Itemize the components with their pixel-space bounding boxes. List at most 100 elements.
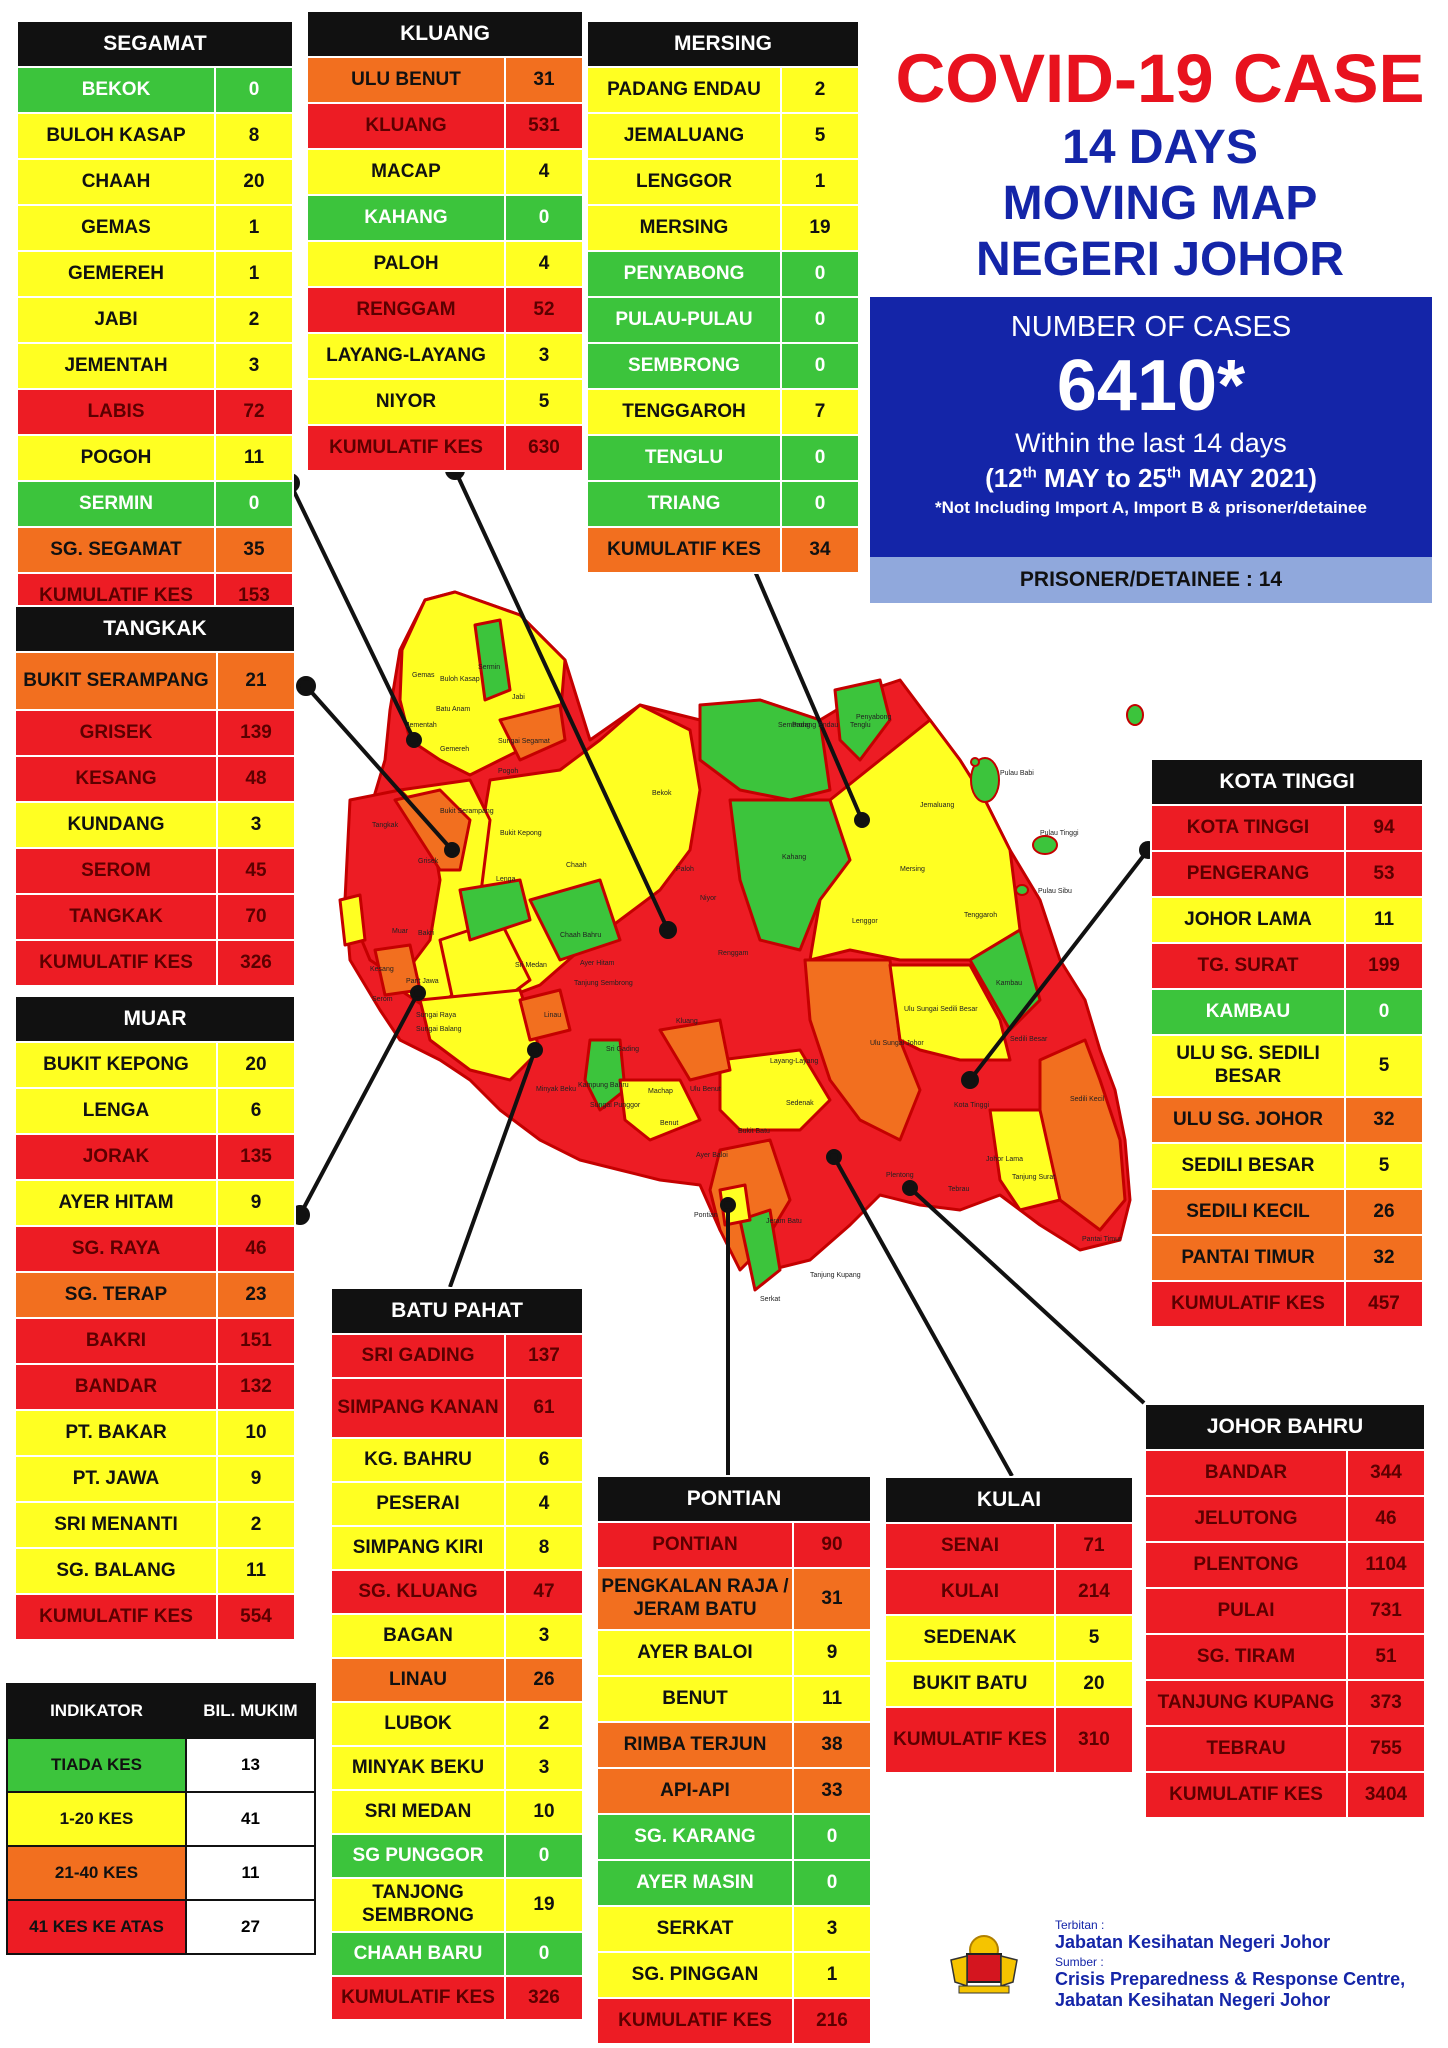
mukim-name: TANGKAK	[14, 893, 218, 941]
case-count: 630	[504, 424, 584, 472]
table-header-row: MERSING	[586, 20, 860, 68]
table-row: TANJONG SEMBRONG 19	[330, 1877, 584, 1933]
case-count: 137	[504, 1333, 584, 1379]
map-label: Kahang	[782, 854, 807, 861]
case-count: 1	[214, 204, 294, 252]
table-row: KG. BAHRU 6	[330, 1437, 584, 1483]
summary-within: Within the last 14 days	[1015, 428, 1287, 458]
table-row: LUBOK 2	[330, 1701, 584, 1747]
mukim-name: PESERAI	[330, 1481, 506, 1527]
map-label: Ayer Hitam	[580, 960, 615, 967]
case-count: 6	[504, 1437, 584, 1483]
case-count: 19	[780, 204, 860, 252]
table-header-row: MUAR	[14, 995, 296, 1043]
mukim-name: KUMULATIF KES	[14, 1593, 218, 1641]
table-row: SERMIN 0	[16, 480, 294, 528]
mukim-name: PULAI	[1144, 1587, 1348, 1635]
mukim-name: BUKIT SERAMPANG	[14, 651, 218, 711]
table-row: PESERAI 4	[330, 1481, 584, 1527]
map-label: Batu Anam	[436, 706, 471, 713]
case-count: 531	[504, 102, 584, 150]
table-row: SG. KLUANG 47	[330, 1569, 584, 1615]
table-row: GEMEREH 1	[16, 250, 294, 298]
table-muar: MUAR BUKIT KEPONG 20 LENGA 6 JORAK 135 AYER HIT…	[14, 995, 296, 1641]
mukim-name: LUBOK	[330, 1701, 506, 1747]
legend-row: TIADA KES 13	[6, 1737, 316, 1793]
case-count: 3	[214, 342, 294, 390]
mukim-name: KULAI	[884, 1568, 1056, 1616]
table-row: SG. KARANG 0	[596, 1813, 872, 1861]
case-count: 0	[214, 66, 294, 114]
case-count: 326	[504, 1975, 584, 2021]
map-label: Sungai Segamat	[498, 738, 550, 745]
table-row: KOTA TINGGI 94	[1150, 804, 1424, 852]
table-segamat: SEGAMAT BEKOK 0 BULOH KASAP 8 CHAAH 20 GEMAS 1 GE…	[16, 20, 294, 620]
case-count: 32	[1344, 1234, 1424, 1282]
mukim-name: JEMENTAH	[16, 342, 216, 390]
range-mid: MAY to 25	[1036, 463, 1167, 493]
map-label: Bukit Serampang	[440, 808, 494, 815]
table-row: SIMPANG KANAN 61	[330, 1377, 584, 1439]
table-row: TRIANG 0	[586, 480, 860, 528]
case-count: 344	[1346, 1449, 1426, 1497]
table-row: BANDAR 132	[14, 1363, 296, 1411]
case-count: 20	[216, 1041, 296, 1089]
map-label: Jemaluang	[920, 802, 955, 809]
mukim-name: LINAU	[330, 1657, 506, 1703]
case-count: 151	[216, 1317, 296, 1365]
case-count: 11	[216, 1547, 296, 1595]
mukim-name: JOHOR LAMA	[1150, 896, 1346, 944]
case-count: 0	[504, 194, 584, 242]
map-label: Mersing	[900, 866, 925, 873]
case-count: 4	[504, 1481, 584, 1527]
case-count: 1	[214, 250, 294, 298]
map-label: Jeram Batu	[766, 1218, 802, 1225]
table-row: KUMULATIF KES 3404	[1144, 1771, 1426, 1819]
case-count: 0	[504, 1833, 584, 1879]
legend-count: 11	[185, 1845, 316, 1901]
range-sup-1: th	[1022, 464, 1037, 482]
table-header-row: JOHOR BAHRU	[1144, 1403, 1426, 1451]
summary-range: (12th MAY to 25th MAY 2021)	[870, 463, 1432, 494]
case-count: 71	[1054, 1522, 1134, 1570]
case-count: 19	[504, 1877, 584, 1933]
mukim-name: MINYAK BEKU	[330, 1745, 506, 1791]
case-count: 52	[504, 286, 584, 334]
table-row: CHAAH 20	[16, 158, 294, 206]
table-row: BUKIT BATU 20	[884, 1660, 1134, 1708]
table-row: JELUTONG 46	[1144, 1495, 1426, 1543]
map-label: Kesang	[370, 966, 394, 973]
terbitan-label: Terbitan :	[1055, 1918, 1105, 1932]
mukim-name: SRI MENANTI	[14, 1501, 218, 1549]
table-row: NIYOR 5	[306, 378, 584, 426]
district-name: KULAI	[884, 1476, 1134, 1524]
table-header-row: BATU PAHAT	[330, 1287, 584, 1335]
map-label: Benut	[660, 1120, 679, 1127]
mukim-name: AYER BALOI	[596, 1629, 794, 1677]
table-row: LABIS 72	[16, 388, 294, 436]
case-count: 7	[780, 388, 860, 436]
map-label: Bakri	[418, 930, 434, 937]
table-row: PENGKALAN RAJA / JERAM BATU 31	[596, 1567, 872, 1631]
mukim-name: PENGERANG	[1150, 850, 1346, 898]
case-count: 8	[214, 112, 294, 160]
mukim-name: KESANG	[14, 755, 218, 803]
table-header-row: SEGAMAT	[16, 20, 294, 68]
table-row: BENUT 11	[596, 1675, 872, 1723]
mukim-name: BAGAN	[330, 1613, 506, 1659]
footer-text: Terbitan : Jabatan Kesihatan Negeri Joho…	[1055, 1918, 1447, 2011]
table-row: PANTAI TIMUR 32	[1150, 1234, 1424, 1282]
mukim-name: KG. BAHRU	[330, 1437, 506, 1483]
map-label: Pogoh	[498, 768, 519, 775]
summary-note: *Not Including Import A, Import B & pris…	[935, 498, 1367, 517]
table-row: PENGERANG 53	[1150, 850, 1424, 898]
case-count: 2	[504, 1701, 584, 1747]
map-label: Kampung Bahru	[578, 1082, 629, 1089]
mukim-name: TENGGAROH	[586, 388, 782, 436]
case-count: 11	[214, 434, 294, 482]
case-count: 46	[1346, 1495, 1426, 1543]
mukim-name: SEDILI BESAR	[1150, 1142, 1346, 1190]
case-count: 132	[216, 1363, 296, 1411]
case-count: 214	[1054, 1568, 1134, 1616]
mukim-name: BUKIT BATU	[884, 1660, 1056, 1708]
